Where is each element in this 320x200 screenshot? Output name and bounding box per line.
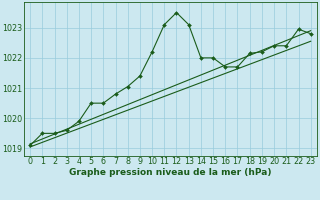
X-axis label: Graphe pression niveau de la mer (hPa): Graphe pression niveau de la mer (hPa)	[69, 168, 272, 177]
